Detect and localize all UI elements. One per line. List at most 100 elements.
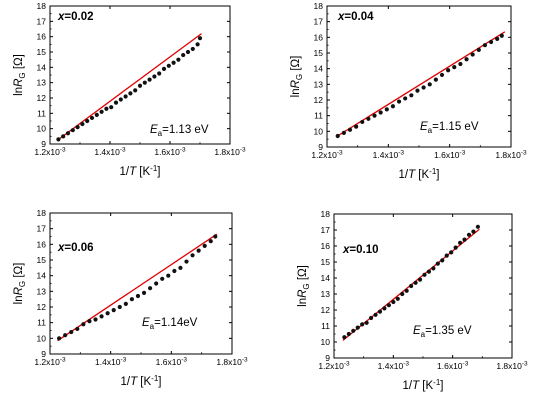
data-point (476, 47, 481, 52)
data-point (118, 97, 123, 102)
y-tick-label: 13 (37, 78, 47, 88)
data-point (433, 77, 438, 82)
y-tick-label: 17 (37, 16, 47, 26)
data-point (208, 239, 213, 244)
chart-panel-1: 9 10 11 12 13 14 15 16 17 18 1.2x10-3 1.4x10-3 1.6x1… (13, 1, 246, 178)
data-point (440, 258, 445, 263)
y-tick-label: 10 (37, 124, 47, 134)
composition-label: x=0.06 (57, 242, 94, 254)
x-tick-label: 1.6x10-3 (156, 357, 188, 368)
data-point (117, 304, 122, 310)
composition-label: x=0.02 (57, 11, 94, 23)
y-tick-label: 12 (321, 305, 331, 315)
data-point (196, 248, 201, 253)
data-point (417, 277, 423, 282)
data-point (421, 85, 426, 90)
data-point (464, 57, 469, 62)
x-tick-label: 1.8x10-3 (495, 150, 527, 161)
data-point (190, 46, 195, 52)
x-axis-label: 1/T [K-1] (120, 374, 161, 388)
data-point (378, 110, 383, 115)
y-tick-label: 9 (325, 353, 330, 363)
data-point (426, 269, 432, 274)
data-point (457, 240, 463, 245)
data-point (366, 116, 371, 121)
data-point (129, 297, 134, 302)
x-axis-label: 1/T [K-1] (402, 378, 443, 392)
y-tick-label: 17 (321, 225, 331, 235)
data-point (128, 91, 133, 96)
data-point (178, 265, 183, 270)
data-point (413, 280, 418, 285)
data-point (403, 96, 408, 101)
data-point (488, 39, 494, 45)
activation-energy-label: Ea=1.13 eV (150, 124, 209, 138)
data-point (133, 88, 138, 93)
chart-panel-2: 9 10 11 12 13 14 15 16 17 18 1.2x10-3 1.4x10-3 1.6x1… (290, 1, 527, 181)
y-tick-label: 13 (37, 286, 47, 296)
data-point (87, 319, 92, 324)
data-point (195, 42, 200, 47)
data-point (172, 268, 177, 274)
data-point (152, 74, 157, 79)
data-point (386, 303, 391, 308)
data-point (147, 77, 152, 82)
data-point (81, 322, 86, 327)
y-tick-label: 15 (37, 255, 47, 265)
data-point (453, 245, 458, 250)
data-point (202, 243, 207, 248)
data-point (449, 250, 454, 255)
y-axis-label: lnRG [Ω] (13, 263, 27, 305)
x-tick-label: 1.2x10-3 (34, 357, 66, 368)
x-tick-label: 1.4x10-3 (378, 361, 410, 372)
data-point (142, 80, 147, 85)
data-point (391, 299, 396, 305)
data-point (94, 112, 99, 117)
composition-label: x=0.04 (337, 11, 374, 23)
y-tick-label: 12 (314, 95, 324, 105)
y-tick-label: 18 (314, 1, 324, 11)
data-point (396, 99, 402, 104)
data-point (166, 273, 171, 278)
data-point (342, 335, 347, 340)
data-point (364, 320, 369, 325)
y-tick-label: 16 (314, 32, 324, 42)
data-point (123, 94, 128, 99)
y-tick-label: 14 (321, 273, 331, 283)
x-tick-label: 1.4x10-3 (94, 147, 126, 158)
y-tick-label: 12 (37, 302, 47, 312)
y-tick-label: 11 (37, 318, 46, 328)
x-axis-label: 1/T [K-1] (398, 167, 439, 181)
data-point (404, 288, 409, 293)
data-point (452, 65, 457, 70)
x-tick-label: 1.8x10-3 (214, 147, 246, 158)
data-point (104, 106, 109, 111)
activation-energy-label: Ea=1.15 eV (420, 121, 479, 135)
data-point (57, 336, 62, 341)
data-point (347, 127, 353, 132)
data-point (377, 309, 383, 314)
data-point (190, 253, 195, 258)
y-axis-label: lnRG [Ω] (13, 54, 27, 96)
data-point (382, 306, 387, 311)
y-tick-label: 14 (314, 64, 324, 74)
data-point (431, 266, 436, 271)
data-point (80, 121, 85, 127)
y-tick-label: 11 (314, 111, 323, 121)
y-axis-label: lnRG [Ω] (290, 56, 304, 98)
y-tick-label: 12 (37, 93, 47, 103)
data-point (471, 229, 476, 234)
data-point (99, 314, 104, 319)
data-point (65, 131, 71, 136)
x-axis-label: 1/T [K-1] (119, 164, 160, 178)
x-tick-label: 1.8x10-3 (216, 357, 248, 368)
data-point (444, 253, 449, 258)
data-point (409, 93, 414, 98)
data-point (427, 82, 432, 87)
data-point (93, 317, 98, 322)
data-point (409, 283, 414, 289)
data-point (185, 49, 191, 55)
data-point (137, 83, 143, 88)
data-point (171, 60, 176, 65)
data-point (355, 325, 360, 330)
